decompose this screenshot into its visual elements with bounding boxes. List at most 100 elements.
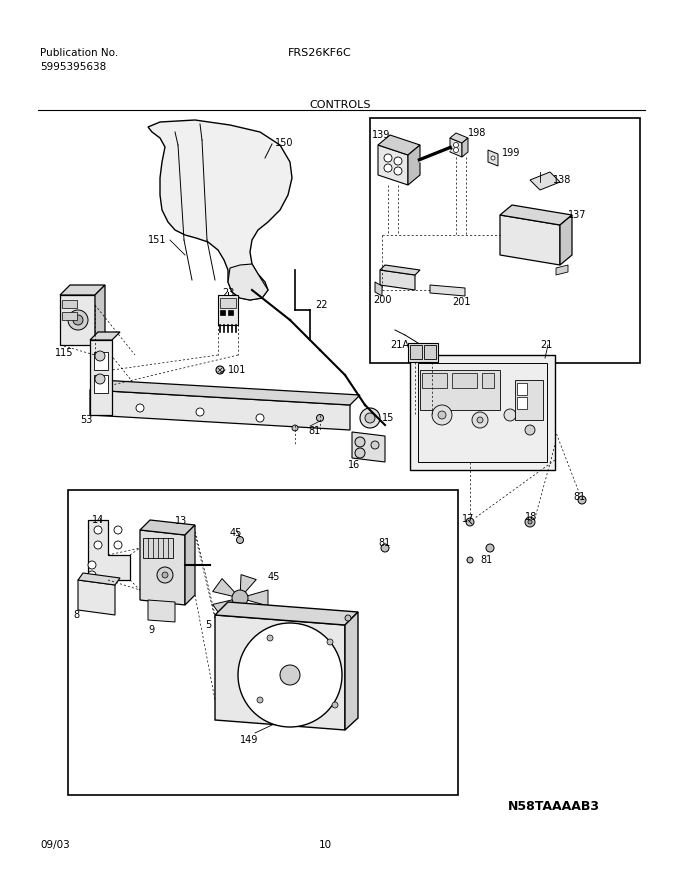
Bar xyxy=(62,312,77,320)
Circle shape xyxy=(491,156,495,160)
Circle shape xyxy=(381,544,389,552)
Circle shape xyxy=(466,518,474,526)
Polygon shape xyxy=(375,282,382,296)
Text: 23: 23 xyxy=(222,288,234,298)
Polygon shape xyxy=(95,285,105,345)
Polygon shape xyxy=(148,600,175,622)
Text: 200: 200 xyxy=(373,295,392,305)
Circle shape xyxy=(454,148,458,152)
Bar xyxy=(517,383,527,395)
Circle shape xyxy=(365,413,375,423)
Bar xyxy=(228,310,233,315)
Polygon shape xyxy=(500,205,572,225)
Text: 139: 139 xyxy=(372,130,390,140)
Bar xyxy=(220,298,236,308)
Polygon shape xyxy=(418,363,547,462)
Circle shape xyxy=(68,310,88,330)
Circle shape xyxy=(394,167,402,175)
Bar xyxy=(424,345,436,359)
Circle shape xyxy=(232,590,248,606)
Polygon shape xyxy=(240,574,256,598)
Polygon shape xyxy=(408,145,420,185)
Text: 150: 150 xyxy=(275,138,294,148)
Polygon shape xyxy=(185,525,195,605)
Circle shape xyxy=(525,425,535,435)
Bar xyxy=(482,373,494,388)
Polygon shape xyxy=(90,380,360,405)
Polygon shape xyxy=(556,265,568,275)
Circle shape xyxy=(438,411,446,419)
Polygon shape xyxy=(213,598,240,617)
Polygon shape xyxy=(90,340,112,415)
Circle shape xyxy=(88,561,96,569)
Circle shape xyxy=(384,154,392,162)
Circle shape xyxy=(467,557,473,563)
Text: 8: 8 xyxy=(73,610,79,620)
Text: FRS26KF6C: FRS26KF6C xyxy=(288,48,352,58)
Polygon shape xyxy=(408,343,438,362)
Circle shape xyxy=(360,408,380,428)
Circle shape xyxy=(73,315,83,325)
Text: 101: 101 xyxy=(228,365,246,375)
Text: 21: 21 xyxy=(540,340,552,350)
Polygon shape xyxy=(240,598,256,621)
Text: 149: 149 xyxy=(240,735,258,745)
Bar xyxy=(68,490,458,795)
Polygon shape xyxy=(90,332,120,340)
Polygon shape xyxy=(88,520,130,580)
Polygon shape xyxy=(380,270,415,290)
Circle shape xyxy=(327,639,333,645)
Bar xyxy=(420,370,500,410)
Text: 45: 45 xyxy=(268,572,280,582)
Text: 21A: 21A xyxy=(390,340,409,350)
Circle shape xyxy=(345,615,351,621)
Polygon shape xyxy=(215,602,358,625)
Circle shape xyxy=(267,635,273,641)
Polygon shape xyxy=(345,612,358,730)
Circle shape xyxy=(95,351,105,361)
Circle shape xyxy=(477,417,483,423)
Polygon shape xyxy=(148,120,292,300)
Text: 10: 10 xyxy=(318,840,332,850)
Bar xyxy=(62,300,77,308)
Circle shape xyxy=(472,412,488,428)
Circle shape xyxy=(238,623,342,727)
Circle shape xyxy=(525,517,535,527)
Polygon shape xyxy=(380,265,420,275)
Polygon shape xyxy=(530,172,560,190)
Circle shape xyxy=(432,405,452,425)
Polygon shape xyxy=(378,135,420,155)
Circle shape xyxy=(114,541,122,549)
Polygon shape xyxy=(450,133,468,143)
Polygon shape xyxy=(462,138,468,157)
Polygon shape xyxy=(140,520,195,535)
Circle shape xyxy=(384,164,392,172)
Text: 15: 15 xyxy=(382,413,394,423)
Bar xyxy=(370,118,640,363)
Circle shape xyxy=(355,448,365,458)
Polygon shape xyxy=(500,215,560,265)
Circle shape xyxy=(394,157,402,165)
Polygon shape xyxy=(450,138,462,157)
Text: 81: 81 xyxy=(480,555,492,565)
Text: 13: 13 xyxy=(175,516,187,526)
Circle shape xyxy=(196,408,204,416)
Text: 9: 9 xyxy=(148,625,154,635)
Polygon shape xyxy=(488,150,498,166)
Circle shape xyxy=(486,544,494,552)
Text: 199: 199 xyxy=(502,148,520,158)
Text: N58TAAAAB3: N58TAAAAB3 xyxy=(508,800,600,813)
Bar xyxy=(517,397,527,409)
Polygon shape xyxy=(430,285,465,296)
Circle shape xyxy=(237,536,243,543)
Polygon shape xyxy=(240,590,268,606)
Circle shape xyxy=(578,496,586,504)
Polygon shape xyxy=(378,145,408,185)
Text: 137: 137 xyxy=(568,210,586,220)
Circle shape xyxy=(216,366,224,374)
Bar xyxy=(220,310,225,315)
Text: 09/03: 09/03 xyxy=(40,840,70,850)
Polygon shape xyxy=(78,573,120,585)
Polygon shape xyxy=(218,295,238,325)
Circle shape xyxy=(114,526,122,534)
